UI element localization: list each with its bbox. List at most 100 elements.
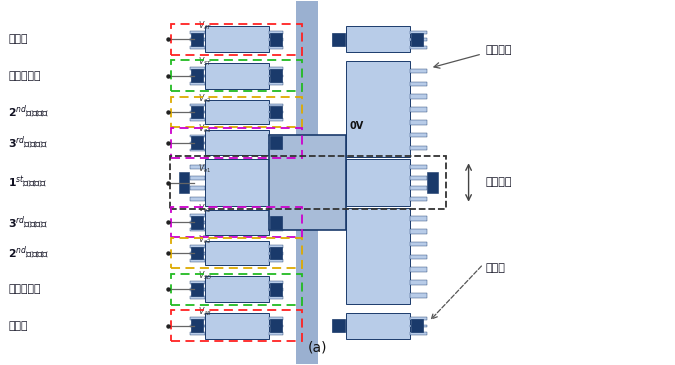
Bar	[410, 254, 427, 259]
Bar	[410, 187, 427, 190]
Bar	[270, 247, 282, 259]
Bar	[346, 26, 410, 53]
Bar	[190, 197, 205, 201]
Text: $V_{e2}$: $V_{e2}$	[198, 203, 211, 215]
Bar	[190, 137, 202, 149]
Bar	[269, 82, 284, 85]
Text: 执行器: 执行器	[485, 263, 506, 273]
Bar	[190, 31, 205, 34]
Bar	[410, 324, 427, 327]
Text: $V_{e2}$: $V_{e2}$	[198, 92, 211, 105]
Bar	[333, 319, 344, 332]
Bar	[171, 128, 302, 158]
Bar	[190, 228, 205, 231]
Bar	[205, 100, 269, 124]
Bar	[269, 104, 284, 107]
Bar	[269, 214, 284, 217]
Bar	[269, 259, 284, 262]
Bar	[270, 33, 282, 46]
Bar	[269, 67, 284, 70]
Bar	[269, 135, 346, 230]
Bar	[270, 137, 282, 149]
Bar	[190, 176, 205, 180]
Bar	[190, 222, 205, 224]
Bar	[410, 46, 427, 49]
Bar	[411, 319, 423, 332]
Text: 0V: 0V	[349, 121, 364, 131]
Bar	[270, 106, 282, 118]
Bar	[190, 106, 202, 118]
Text: 2$^{nd}$电子弹簧: 2$^{nd}$电子弹簧	[8, 245, 50, 261]
Bar	[190, 245, 205, 248]
Bar	[410, 94, 427, 99]
Bar	[410, 332, 427, 335]
Bar	[269, 245, 284, 248]
Text: 位置传感器: 位置传感器	[8, 71, 40, 81]
Bar	[346, 159, 410, 206]
Bar	[171, 157, 446, 208]
Bar	[190, 259, 205, 262]
Bar	[171, 310, 302, 341]
Bar	[269, 288, 284, 291]
Text: $V_{e2}$: $V_{e2}$	[198, 233, 211, 246]
Bar	[269, 135, 284, 137]
Bar	[190, 38, 205, 41]
Bar	[269, 142, 284, 144]
Bar	[190, 216, 202, 228]
Bar	[190, 82, 205, 85]
Bar	[410, 176, 427, 180]
Text: 位置传感器: 位置传感器	[8, 284, 40, 294]
Bar	[346, 312, 410, 339]
Bar	[270, 69, 282, 82]
Bar	[190, 247, 202, 259]
Text: 3$^{rd}$电子弹簧: 3$^{rd}$电子弹簧	[8, 214, 48, 231]
Bar	[270, 283, 282, 296]
Bar	[269, 324, 284, 327]
Bar	[205, 210, 269, 235]
Bar	[190, 214, 205, 217]
Bar	[269, 228, 284, 231]
Bar	[269, 46, 284, 49]
Bar	[190, 104, 205, 107]
Bar	[190, 142, 205, 144]
Bar	[269, 281, 284, 284]
Bar	[333, 33, 344, 46]
Text: 传感方向: 传感方向	[485, 177, 512, 188]
Bar	[171, 97, 302, 127]
Bar	[346, 61, 410, 157]
Bar	[205, 276, 269, 302]
Bar	[410, 107, 427, 112]
Bar	[171, 24, 302, 55]
Bar	[190, 281, 205, 284]
Bar	[205, 26, 269, 53]
Text: 执行器: 执行器	[8, 34, 28, 45]
Bar	[410, 268, 427, 272]
Bar	[270, 319, 282, 332]
Text: 1$^{st}$电子弹簧: 1$^{st}$电子弹簧	[8, 175, 47, 190]
Bar	[269, 31, 284, 34]
Bar	[190, 111, 205, 114]
Text: $V_{e1}$: $V_{e1}$	[198, 163, 211, 175]
Bar	[410, 146, 427, 150]
Bar	[178, 172, 189, 193]
Bar	[410, 216, 427, 221]
Text: $V_{ST}$: $V_{ST}$	[198, 56, 212, 68]
Bar	[269, 38, 284, 41]
Bar	[410, 165, 427, 169]
Bar	[190, 165, 205, 169]
Text: $V_{SD}$: $V_{SD}$	[198, 270, 212, 282]
Bar	[269, 111, 284, 114]
Bar	[269, 75, 284, 77]
Bar	[171, 207, 302, 237]
Text: 机械弹簧: 机械弹簧	[485, 45, 512, 55]
Bar	[410, 38, 427, 41]
Bar	[190, 324, 205, 327]
Bar	[410, 31, 427, 34]
Bar	[190, 135, 205, 137]
Bar	[190, 46, 205, 49]
Text: (a): (a)	[308, 341, 327, 354]
Bar	[269, 118, 284, 120]
Text: 执行器: 执行器	[8, 320, 28, 331]
Bar	[205, 159, 269, 206]
Bar	[190, 67, 205, 70]
